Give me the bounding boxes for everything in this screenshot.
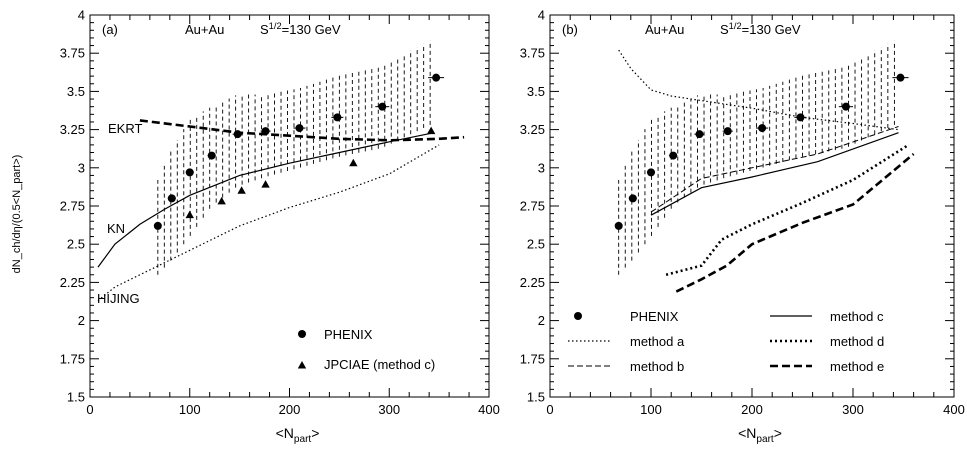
- y-tick-label: 2: [78, 313, 85, 328]
- phenix-point: [261, 127, 270, 136]
- series-method-b-line: [650, 126, 899, 213]
- y-tick-label: 1.5: [67, 390, 85, 405]
- x-tick-label: 200: [279, 402, 301, 417]
- phenix-point: [233, 130, 242, 139]
- y-tick-label: 1.75: [520, 351, 545, 366]
- x-tick-label: 100: [640, 402, 662, 417]
- x-tick-label: 400: [478, 402, 500, 417]
- y-tick-label: 3.25: [60, 122, 85, 137]
- y-axis-label: dN_ch/dη/(0.5<N_part>): [11, 155, 23, 274]
- x-tick-label: 0: [86, 402, 93, 417]
- x-tick-label: 300: [842, 402, 864, 417]
- legend-jpciae-label: JPCIAE (method c): [324, 357, 435, 372]
- y-tick-label: 4: [78, 8, 85, 23]
- jpciae-point: [217, 196, 226, 205]
- jpciae-point: [237, 186, 246, 194]
- phenix-point: [723, 127, 732, 136]
- y-tick-label: 2.5: [527, 237, 545, 252]
- legend-a: PHENIX JPCIAE (method c): [297, 327, 435, 372]
- x-tick-label: 200: [741, 402, 763, 417]
- series-method-c-line: [650, 132, 899, 216]
- x-axis-label: <Npart​>: [276, 425, 320, 445]
- energy-label: S1/2​=130 GeV: [720, 21, 801, 37]
- y-tick-label: 3.5: [527, 84, 545, 99]
- phenix-point: [207, 151, 216, 160]
- system-label: Au+Au: [645, 22, 684, 37]
- phenix-point: [628, 194, 637, 203]
- phenix-systematic-band: [157, 40, 431, 275]
- phenix-point: [153, 221, 162, 230]
- plot-frame: [89, 14, 490, 398]
- system-label: Au+Au: [185, 22, 224, 37]
- curve-label-kn: KN: [107, 221, 125, 236]
- x-tick-label: 100: [179, 402, 201, 417]
- legend-method-c-label: method c: [830, 309, 884, 324]
- jpciae-point: [261, 180, 270, 188]
- y-tick-label: 3.5: [67, 84, 85, 99]
- y-tick-label: 1.5: [527, 390, 545, 405]
- phenix-point: [378, 102, 387, 111]
- jpciae-point: [185, 210, 194, 219]
- y-tick-label: 2.75: [60, 199, 85, 214]
- legend-method-d-label: method d: [830, 334, 884, 349]
- x-tick-label: 300: [378, 402, 400, 417]
- series-method-e-line: [675, 153, 915, 293]
- y-tick-label: 3: [78, 160, 85, 175]
- legend-phenix-label: PHENIX: [630, 309, 679, 324]
- panel-label: (b): [562, 22, 578, 37]
- y-tick-label: 2.25: [520, 275, 545, 290]
- series-method-d-line: [665, 143, 910, 277]
- panel-label: (a): [102, 22, 118, 37]
- panel-b: 0 100 200 300 400 1.5 1.75 2 2.25 2.5 2.75 3 3.25 3.5…: [520, 8, 965, 446]
- legend-phenix-label: PHENIX: [324, 327, 373, 342]
- legend-jpciae-marker: [297, 361, 307, 369]
- phenix-point: [669, 151, 678, 160]
- phenix-point: [185, 168, 194, 177]
- phenix-point: [333, 113, 342, 122]
- x-axis-label: <Npart​>: [738, 425, 782, 445]
- curve-label-hijing: HIJING: [97, 291, 140, 306]
- jpciae-point: [349, 158, 358, 167]
- y-tick-label: 2.5: [67, 237, 85, 252]
- curve-label-ekrt: EKRT: [108, 121, 142, 136]
- x-tick-label: 400: [943, 402, 965, 417]
- jpciae-point: [426, 126, 436, 135]
- phenix-point: [647, 168, 655, 177]
- series-kn-line: [97, 132, 435, 268]
- panel-a: 0 100 200 300 400 1.5 1.75 2 2.25 2.5 2.75 3 3.25 3.5…: [60, 8, 500, 446]
- legend-method-e-label: method e: [830, 359, 884, 374]
- phenix-point: [841, 102, 850, 111]
- phenix-point: [896, 73, 905, 82]
- x-tick-label: 0: [546, 402, 553, 417]
- y-tick-label: 2.75: [520, 199, 545, 214]
- y-tick-label: 3.75: [60, 46, 85, 61]
- phenix-point: [695, 130, 704, 139]
- y-tick-label: 3.25: [520, 122, 545, 137]
- phenix-systematic-band: [618, 40, 895, 275]
- series-method-a-line: [618, 49, 899, 131]
- legend-phenix-marker: [574, 312, 582, 320]
- phenix-point: [796, 113, 805, 122]
- y-tick-label: 3: [538, 160, 545, 175]
- plot-frame: [549, 14, 955, 398]
- phenix-point: [614, 221, 623, 230]
- legend-method-b-label: method b: [630, 359, 684, 374]
- y-tick-label: 2.25: [60, 275, 85, 290]
- legend-phenix-marker: [298, 330, 306, 338]
- y-tick-label: 2: [538, 313, 545, 328]
- phenix-point: [167, 194, 176, 203]
- phenix-point: [758, 124, 767, 133]
- series-hijing-line: [97, 144, 440, 302]
- legend-method-a-label: method a: [630, 334, 685, 349]
- y-tick-label: 1.75: [60, 351, 85, 366]
- series-ekrt-line: [139, 119, 465, 142]
- y-tick-label: 4: [538, 8, 545, 23]
- energy-label: S1/2​=130 GeV: [260, 21, 341, 37]
- phenix-point: [295, 124, 304, 133]
- legend-b: PHENIX method a method b method c method d me…: [568, 309, 884, 374]
- phenix-point: [432, 73, 441, 82]
- y-tick-label: 3.75: [520, 46, 545, 61]
